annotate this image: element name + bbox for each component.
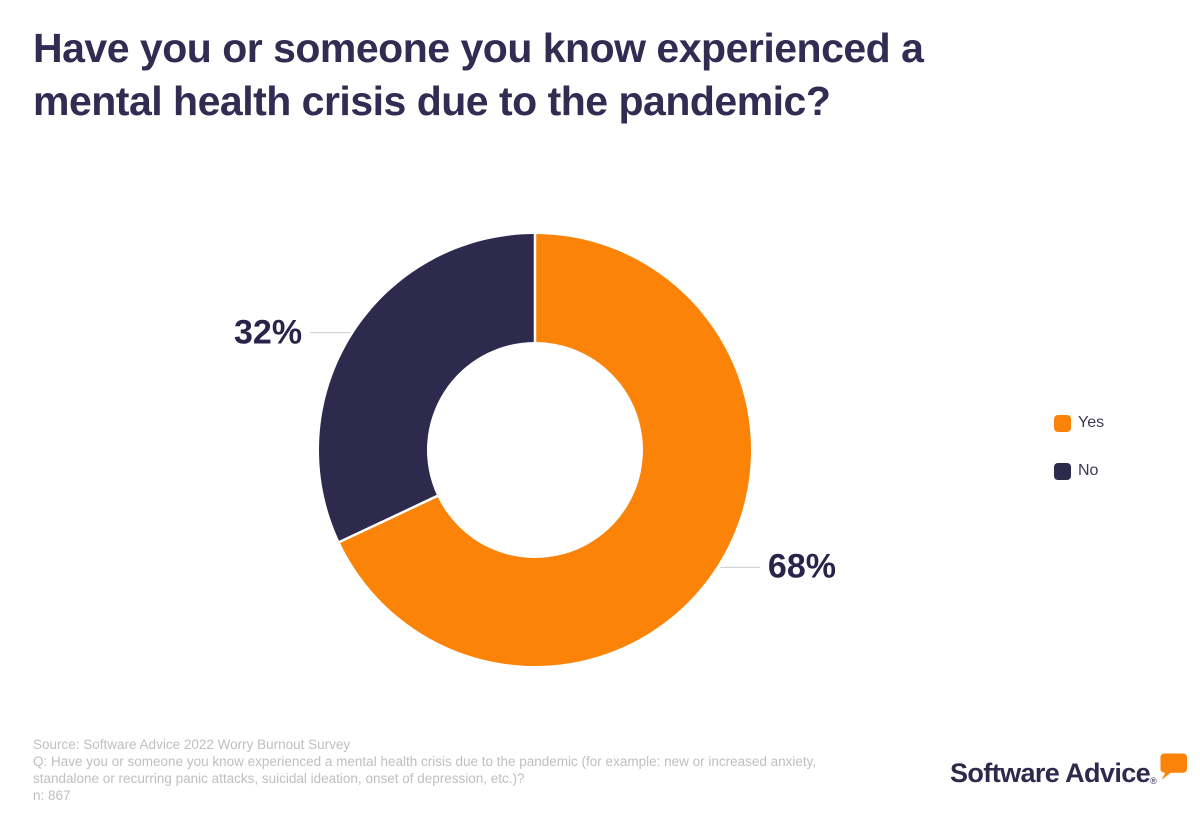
slice-separator [338,494,439,544]
source-note: Source: Software Advice 2022 Worry Burno… [33,736,816,804]
footnote-question-line-2: standalone or recurring panic attacks, s… [33,771,525,786]
page-title-line-1: Have you or someone you know experienced… [33,25,924,71]
data-label-no: 32% [234,313,303,352]
logo-text: Software Advice [950,758,1151,788]
legend-label-no: No [1078,462,1099,479]
data-label-yes: 68% [767,547,836,586]
footnote-sample-size: n: 867 [33,788,71,803]
legend-item-yes: Yes [1054,414,1104,432]
footnote-source-line: Source: Software Advice 2022 Worry Burno… [33,737,351,752]
page-title-line-2: mental health crisis due to the pandemic… [33,78,831,124]
speech-bubble-icon [1160,753,1187,781]
footnote-question-line-1: Q: Have you or someone you know experien… [33,754,817,769]
legend-label-yes: Yes [1078,414,1105,431]
legend-swatch-yes [1054,414,1071,432]
pie-slice-no [319,234,535,542]
registered-trademark: ® [1150,776,1157,786]
legend-item-no: No [1054,462,1104,480]
legend: Yes No [1054,414,1104,510]
page-title: Have you or someone you know experienced… [33,22,1143,128]
pie-slice-yes [339,234,752,666]
software-advice-logo: Software Advice ® [950,752,1187,789]
legend-swatch-no [1054,462,1071,480]
